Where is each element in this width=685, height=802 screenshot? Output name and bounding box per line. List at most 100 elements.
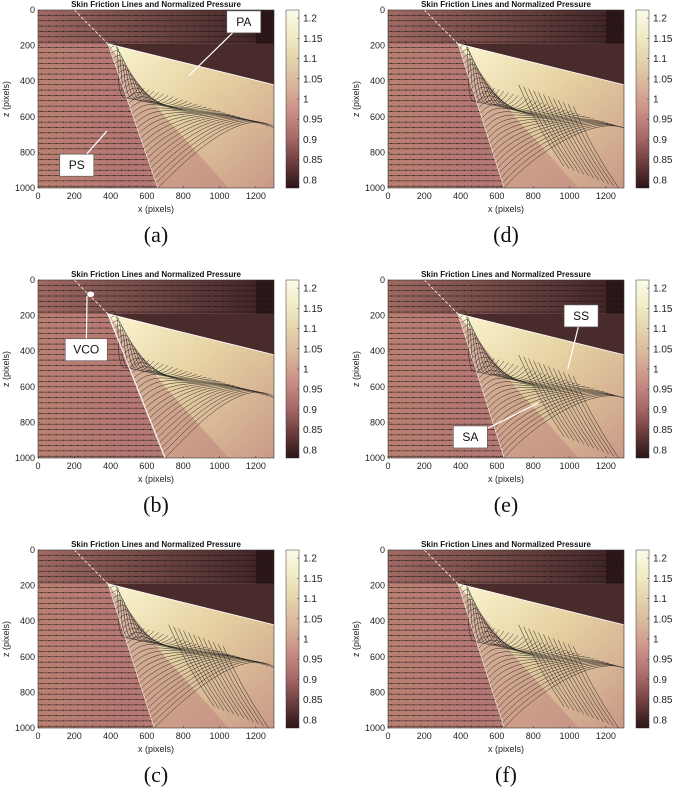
vector-dot xyxy=(492,306,494,308)
vector-dot xyxy=(405,300,407,302)
vector-dot xyxy=(434,142,436,145)
vector-dot xyxy=(150,450,152,452)
vector-dot xyxy=(77,57,79,59)
vector-dot xyxy=(405,570,407,572)
vector-dot xyxy=(441,677,444,679)
vector-dot xyxy=(62,142,64,145)
vector-dot xyxy=(500,455,502,457)
vector-dot xyxy=(449,650,451,653)
vector-dot xyxy=(405,94,407,96)
colorbar-tick-label: 0.85 xyxy=(303,695,323,706)
vector-dot xyxy=(266,41,268,43)
vector-dot xyxy=(550,41,552,43)
vector-dot xyxy=(485,25,487,27)
vector-dot xyxy=(463,132,465,134)
vector-dot xyxy=(91,185,94,187)
vector-dot xyxy=(48,698,50,701)
vector-dot xyxy=(120,380,123,383)
colorbar-tick-label: 1.1 xyxy=(303,594,317,605)
vector-dot xyxy=(434,327,436,329)
vector-dot xyxy=(485,41,487,43)
vector-dot xyxy=(456,84,458,86)
vector-dot xyxy=(179,300,181,302)
vector-dot xyxy=(113,682,115,685)
friction-line xyxy=(563,102,609,185)
vector-dot xyxy=(529,570,531,572)
vector-dot xyxy=(70,624,72,626)
vector-dot xyxy=(135,290,137,292)
vector-dot xyxy=(434,169,436,171)
vector-dot xyxy=(405,423,407,425)
vector-dot xyxy=(99,30,101,32)
friction-lines xyxy=(38,284,274,458)
vector-dot xyxy=(48,656,50,658)
vector-dot xyxy=(62,597,64,599)
vector-dot xyxy=(266,20,268,22)
vector-dot xyxy=(41,25,43,27)
vector-dot xyxy=(529,306,531,308)
vector-dot xyxy=(84,137,86,139)
vector-dot xyxy=(266,581,268,583)
vector-dot xyxy=(529,36,531,38)
vector-dot xyxy=(48,354,50,356)
vector-dot xyxy=(128,434,130,436)
vector-dot xyxy=(150,554,152,556)
vector-dot xyxy=(99,704,101,706)
vector-dot xyxy=(456,52,458,54)
friction-line xyxy=(139,379,216,394)
vector-dot xyxy=(463,386,465,388)
vector-dot xyxy=(441,284,444,286)
vector-dot xyxy=(441,46,444,48)
vector-dot xyxy=(48,89,50,91)
vector-dot xyxy=(70,450,72,452)
vector-dot xyxy=(41,391,43,393)
vector-dot xyxy=(449,423,451,425)
vector-dot xyxy=(99,174,101,177)
vector-dot xyxy=(77,290,79,292)
vector-dot xyxy=(157,455,159,457)
vector-dot xyxy=(62,46,64,48)
vector-dot xyxy=(398,725,400,727)
vector-dot xyxy=(70,714,72,717)
vector-dot xyxy=(222,20,224,22)
vector-dot xyxy=(142,439,144,441)
vector-dot xyxy=(113,14,115,16)
vector-dot xyxy=(420,439,422,441)
vector-dot xyxy=(558,14,560,16)
vector-dot xyxy=(594,295,596,297)
vector-dot xyxy=(106,78,108,80)
vector-dot xyxy=(420,343,422,345)
vector-dot xyxy=(84,14,86,16)
vector-dot xyxy=(150,560,152,562)
vector-dot xyxy=(186,20,188,22)
vector-dot xyxy=(215,284,217,286)
vector-dot xyxy=(113,110,115,113)
vector-dot xyxy=(135,554,137,556)
vector-dot xyxy=(391,570,393,572)
vector-dot xyxy=(77,62,79,64)
vector-dot xyxy=(77,444,79,447)
vector-dot xyxy=(463,174,465,177)
vector-dot xyxy=(164,295,166,297)
lower-region xyxy=(457,43,579,188)
vector-dot xyxy=(186,25,188,27)
vector-dot xyxy=(48,180,50,182)
vector-dot xyxy=(441,370,444,372)
vector-dot xyxy=(48,327,50,329)
vector-dot xyxy=(441,116,444,118)
vector-dot xyxy=(470,375,473,377)
chart-title: Skin Friction Lines and Normalized Press… xyxy=(421,540,591,549)
vector-dot xyxy=(391,306,393,308)
vector-dot xyxy=(521,565,523,567)
vector-dot xyxy=(77,565,79,567)
vector-dot xyxy=(120,672,123,674)
vector-dot xyxy=(244,300,246,302)
vector-dot xyxy=(478,560,480,562)
vector-dot xyxy=(478,714,480,717)
vector-dot xyxy=(41,364,43,366)
vector-dot xyxy=(391,423,393,425)
vector-dot xyxy=(441,714,444,717)
vector-dot xyxy=(99,25,101,27)
vector-dot xyxy=(427,602,429,604)
vector-dot xyxy=(500,25,502,27)
